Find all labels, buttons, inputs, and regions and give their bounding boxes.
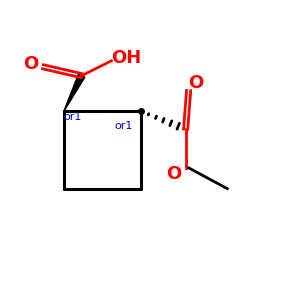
Text: O: O (23, 55, 39, 73)
Text: or1: or1 (64, 112, 82, 122)
Polygon shape (64, 74, 85, 111)
Text: or1: or1 (114, 121, 132, 131)
Text: O: O (188, 74, 204, 92)
Text: O: O (166, 165, 182, 183)
Text: OH: OH (111, 49, 141, 67)
